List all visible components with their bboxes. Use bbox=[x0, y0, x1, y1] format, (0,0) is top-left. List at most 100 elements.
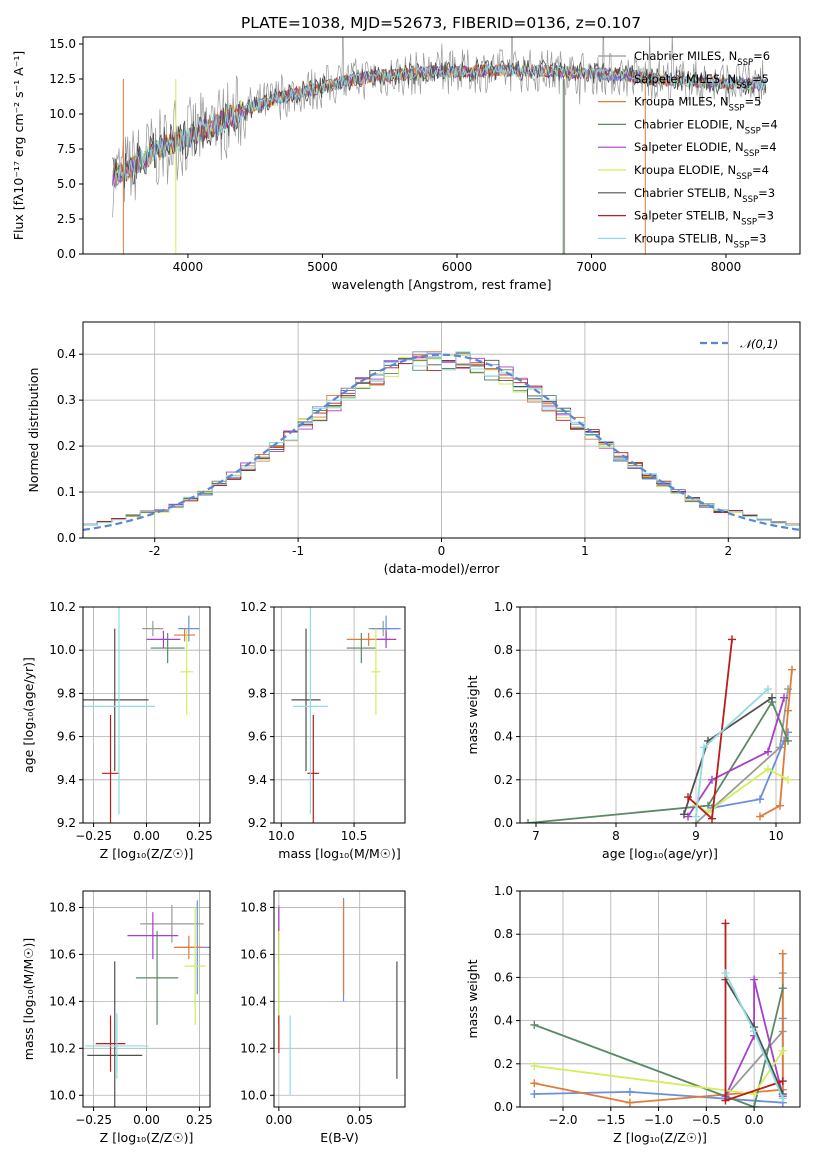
y-tick-label: 10.6 bbox=[49, 947, 76, 961]
x-tick-label: −2.0 bbox=[548, 1113, 577, 1127]
y-tick-label: 5.0 bbox=[57, 177, 76, 191]
x-tick-label: 10.5 bbox=[341, 829, 368, 843]
x-tick-label: 0.00 bbox=[133, 829, 160, 843]
y-tick-label: 9.6 bbox=[248, 730, 267, 744]
y-tick-label: 0.2 bbox=[57, 439, 76, 453]
legend-normal-label: 𝒩(0,1) bbox=[740, 337, 778, 351]
legend-text: Kroupa MILES, N bbox=[634, 95, 729, 109]
legend-sub: SSP bbox=[745, 126, 761, 136]
x-tick-label: 10 bbox=[768, 829, 783, 843]
legend-suffix: =3 bbox=[757, 209, 774, 223]
plot-area bbox=[278, 898, 398, 1096]
x-tick-label: −1.5 bbox=[596, 1113, 625, 1127]
axes-frame bbox=[82, 36, 801, 255]
legend-sub: SSP bbox=[744, 149, 760, 159]
marker-7 bbox=[708, 814, 716, 823]
legend-sub: SSP bbox=[736, 172, 752, 182]
y-tick-label: 0.1 bbox=[57, 485, 76, 499]
x-tick-label: −0.25 bbox=[75, 829, 112, 843]
legend-label-1: Salpeter MILES, NSSP=5 bbox=[634, 72, 769, 91]
spectrum-series-8 bbox=[112, 62, 767, 187]
marker-3 bbox=[750, 1103, 759, 1107]
legend-label-3: Chabrier ELODIE, NSSP=4 bbox=[634, 117, 778, 136]
x-tick-label: 0.05 bbox=[346, 1113, 373, 1127]
marker-2 bbox=[784, 706, 792, 715]
y-tick-label: 1.0 bbox=[494, 600, 513, 614]
x-tick-label: −0.5 bbox=[692, 1113, 721, 1127]
y-tick-label: 0.0 bbox=[57, 531, 76, 545]
y-tick-label: 0.2 bbox=[494, 1057, 513, 1071]
marker-3 bbox=[778, 984, 787, 993]
legend-text: Salpeter ELODIE, N bbox=[634, 140, 744, 154]
legend-suffix: =6 bbox=[753, 49, 770, 63]
x-tick-label: 2 bbox=[724, 544, 732, 558]
legend-label-7: Salpeter STELIB, NSSP=3 bbox=[634, 209, 774, 228]
y-axis-label: Normed distribution bbox=[26, 368, 41, 493]
y-tick-label: 2.5 bbox=[57, 212, 76, 226]
marker-6 bbox=[680, 810, 688, 819]
y-tick-label: 10.2 bbox=[240, 1041, 267, 1055]
marker-5 bbox=[778, 1046, 787, 1055]
legend-label-6: Chabrier STELIB, NSSP=3 bbox=[634, 186, 775, 205]
legend-suffix: =3 bbox=[758, 186, 775, 200]
x-tick-label: −0.25 bbox=[75, 1113, 112, 1127]
legend-text: Chabrier ELODIE, N bbox=[634, 117, 745, 131]
normal-curve bbox=[83, 353, 800, 531]
errorbar-5 bbox=[180, 628, 194, 715]
marker-7 bbox=[728, 635, 736, 644]
y-tick-label: 10.2 bbox=[240, 600, 267, 614]
y-axis-label: mass weight bbox=[465, 959, 480, 1038]
y-tick-label: 0.0 bbox=[494, 816, 513, 830]
legend-suffix: =4 bbox=[752, 163, 769, 177]
x-tick-label: 4000 bbox=[173, 260, 204, 274]
y-tick-label: 10.2 bbox=[49, 1041, 76, 1055]
y-tick-label: 7.5 bbox=[57, 142, 76, 156]
x-tick-label: 0.00 bbox=[133, 1113, 160, 1127]
legend-suffix: =3 bbox=[749, 231, 766, 245]
y-tick-label: 12.5 bbox=[49, 72, 76, 86]
legend-text: Chabrier MILES, N bbox=[634, 49, 737, 63]
x-axis-label: mass [log₁₀(M/M☉)] bbox=[278, 846, 400, 861]
y-axis-label: Flux [fλ10⁻¹⁷ erg cm⁻² s⁻¹ A⁻¹] bbox=[11, 51, 26, 240]
panel-mass_vs_Z: −0.25 0.00 0.25 10.0 10.2 10.4 10.6 10.8 Z [log₁… bbox=[21, 890, 213, 1145]
y-tick-label: 9.4 bbox=[57, 773, 76, 787]
legend-label-0: Chabrier MILES, NSSP=6 bbox=[634, 49, 770, 68]
errorbar-8 bbox=[85, 1013, 149, 1079]
marker-2 bbox=[776, 801, 784, 810]
marker-8 bbox=[692, 812, 700, 821]
plot-area bbox=[530, 919, 787, 1107]
marker-1 bbox=[530, 1090, 539, 1099]
marker-6 bbox=[768, 693, 776, 702]
spectrum-series-0 bbox=[112, 37, 767, 218]
y-tick-label: 10.8 bbox=[49, 900, 76, 914]
x-axis-label: Z [log₁₀(Z/Z☉)] bbox=[100, 846, 194, 861]
marker-7 bbox=[721, 1096, 730, 1105]
legend-text: Kroupa ELODIE, N bbox=[634, 163, 736, 177]
series-1 bbox=[711, 731, 789, 809]
errorbar-4 bbox=[146, 630, 181, 649]
errorbar-8 bbox=[292, 607, 328, 815]
y-tick-label: 10.4 bbox=[49, 994, 76, 1008]
legend-sub: SSP bbox=[741, 218, 757, 228]
y-tick-label: 9.2 bbox=[57, 816, 76, 830]
x-tick-label: 8 bbox=[612, 829, 620, 843]
plot-area bbox=[83, 607, 200, 823]
errorbar-1 bbox=[178, 615, 200, 642]
errorbar-8 bbox=[83, 607, 155, 815]
x-tick-label: -1 bbox=[292, 544, 304, 558]
x-tick-label: 10.0 bbox=[268, 829, 295, 843]
marker-4 bbox=[750, 975, 759, 984]
x-axis-label: E(B-V) bbox=[320, 1130, 359, 1145]
y-tick-label: 0.6 bbox=[494, 970, 513, 984]
plot-area bbox=[524, 635, 796, 823]
marker-3 bbox=[530, 1020, 539, 1029]
panel-weight_vs_age: 7 8 9 10 0.0 0.2 0.4 0.6 0.8 1.0 age [log₁₀(age/yr… bbox=[465, 600, 801, 861]
x-axis-label: age [log₁₀(age/yr)] bbox=[602, 846, 718, 861]
marker-8 bbox=[721, 969, 730, 978]
y-tick-label: 9.4 bbox=[248, 773, 267, 787]
legend-suffix: =5 bbox=[752, 72, 769, 86]
marker-8 bbox=[778, 1094, 787, 1103]
marker-4 bbox=[708, 775, 716, 784]
marker-7 bbox=[684, 793, 692, 802]
legend-suffix: =4 bbox=[760, 140, 777, 154]
